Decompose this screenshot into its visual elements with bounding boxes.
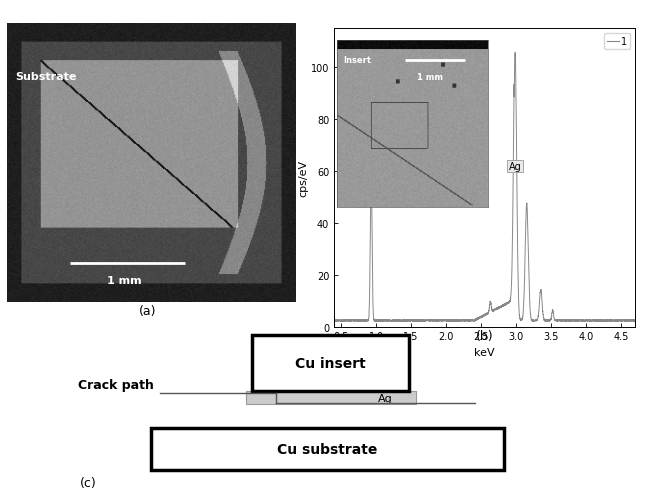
Text: Crack path: Crack path	[78, 378, 154, 391]
Bar	[252, 335, 409, 391]
Text: (c): (c)	[80, 476, 97, 488]
Text: Ag: Ag	[365, 162, 377, 172]
Y-axis label: cps/eV: cps/eV	[298, 160, 308, 197]
Text: Cu substrate: Cu substrate	[277, 442, 378, 456]
Bar	[246, 391, 416, 405]
Text: 1 mm: 1 mm	[107, 275, 142, 285]
Legend: 1: 1	[604, 34, 631, 50]
Text: (a): (a)	[139, 305, 156, 318]
Text: (b): (b)	[476, 329, 493, 342]
X-axis label: keV: keV	[474, 347, 495, 357]
Text: Ag: Ag	[508, 162, 521, 172]
Text: Cu insert: Cu insert	[295, 356, 366, 370]
Text: Ag: Ag	[378, 393, 392, 403]
Text: Substrate: Substrate	[15, 72, 77, 82]
Bar	[151, 428, 504, 470]
